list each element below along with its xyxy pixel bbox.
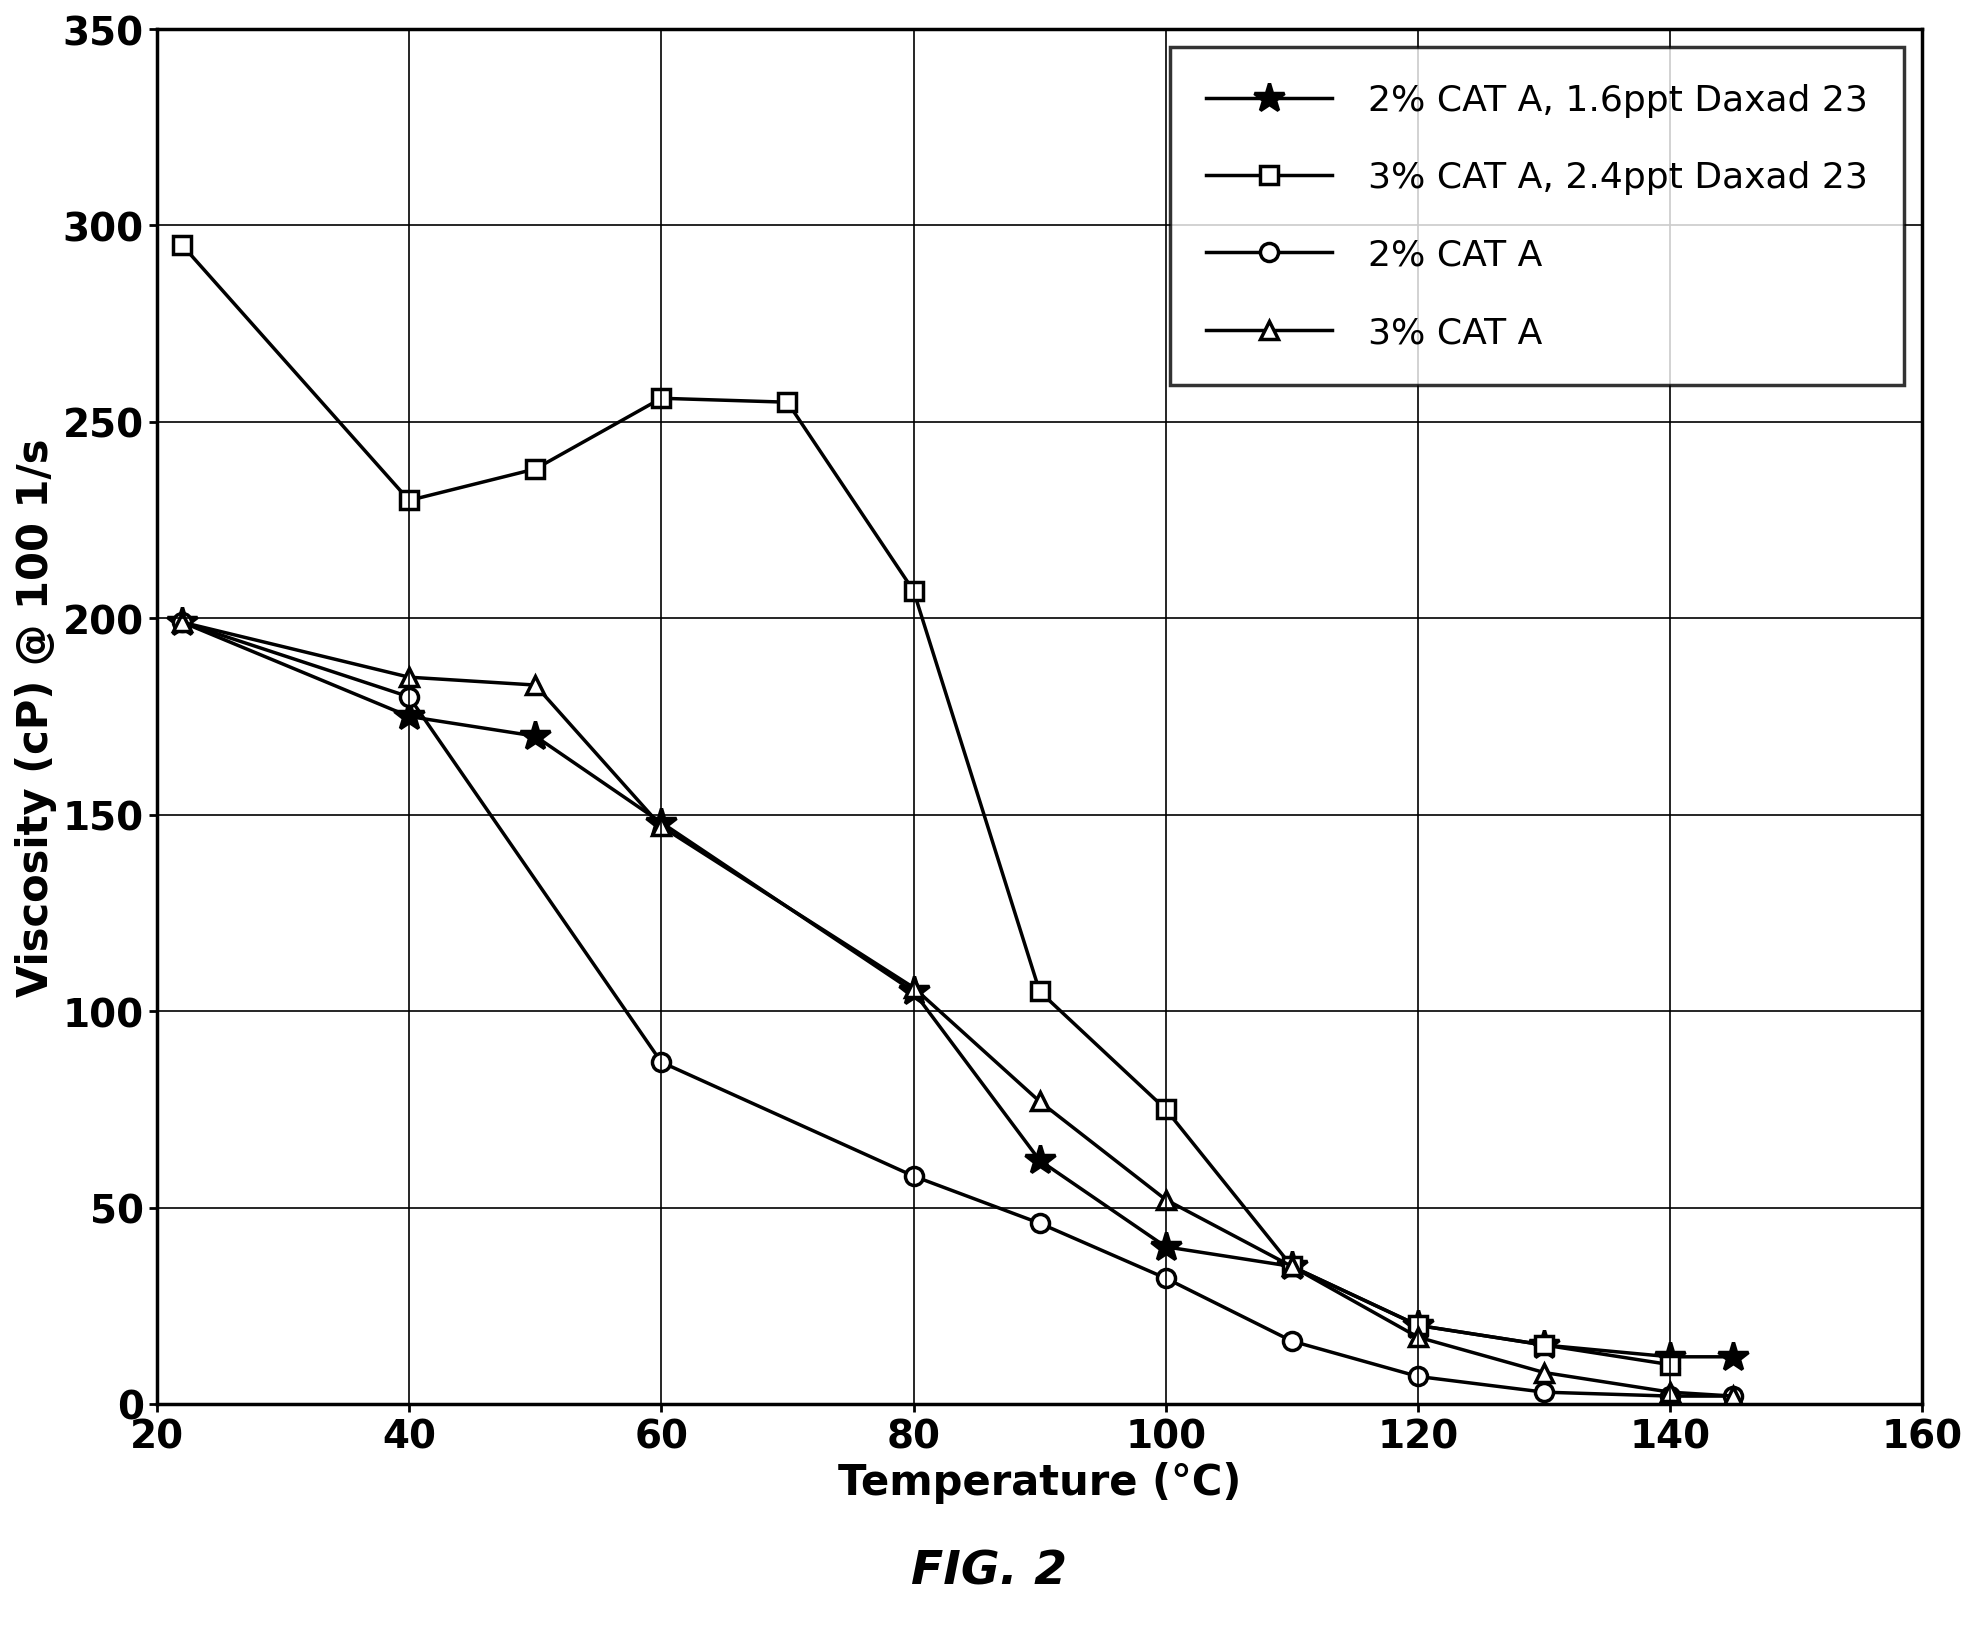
3% CAT A	[1280, 1257, 1304, 1276]
3% CAT A, 2.4ppt Daxad 23	[1029, 982, 1052, 1002]
3% CAT A, 2.4ppt Daxad 23	[170, 237, 194, 256]
2% CAT A, 1.6ppt Daxad 23	[1029, 1151, 1052, 1170]
3% CAT A, 2.4ppt Daxad 23	[1280, 1257, 1304, 1276]
2% CAT A	[1533, 1382, 1557, 1402]
2% CAT A, 1.6ppt Daxad 23	[170, 614, 194, 633]
2% CAT A, 1.6ppt Daxad 23	[902, 982, 926, 1002]
2% CAT A, 1.6ppt Daxad 23	[398, 707, 421, 726]
3% CAT A	[1721, 1387, 1745, 1407]
3% CAT A	[1533, 1363, 1557, 1382]
2% CAT A	[649, 1053, 673, 1072]
2% CAT A, 1.6ppt Daxad 23	[524, 726, 548, 746]
Text: FIG. 2: FIG. 2	[912, 1549, 1066, 1593]
X-axis label: Temperature (°C): Temperature (°C)	[839, 1461, 1242, 1503]
Line: 2% CAT A, 1.6ppt Daxad 23: 2% CAT A, 1.6ppt Daxad 23	[166, 607, 1749, 1373]
3% CAT A	[398, 667, 421, 687]
3% CAT A, 2.4ppt Daxad 23	[649, 390, 673, 410]
2% CAT A	[1280, 1332, 1304, 1351]
3% CAT A	[524, 676, 548, 695]
2% CAT A	[1658, 1387, 1681, 1407]
2% CAT A, 1.6ppt Daxad 23	[1658, 1346, 1681, 1366]
3% CAT A	[170, 614, 194, 633]
2% CAT A, 1.6ppt Daxad 23	[1153, 1237, 1177, 1257]
3% CAT A, 2.4ppt Daxad 23	[1533, 1335, 1557, 1355]
3% CAT A, 2.4ppt Daxad 23	[1406, 1315, 1430, 1335]
2% CAT A	[902, 1167, 926, 1186]
3% CAT A	[1658, 1382, 1681, 1402]
3% CAT A	[1029, 1092, 1052, 1111]
2% CAT A	[170, 614, 194, 633]
3% CAT A	[1406, 1327, 1430, 1346]
Line: 3% CAT A, 2.4ppt Daxad 23: 3% CAT A, 2.4ppt Daxad 23	[172, 237, 1679, 1374]
Line: 2% CAT A: 2% CAT A	[172, 614, 1743, 1405]
2% CAT A	[398, 687, 421, 707]
3% CAT A, 2.4ppt Daxad 23	[524, 460, 548, 480]
2% CAT A, 1.6ppt Daxad 23	[1721, 1346, 1745, 1366]
2% CAT A	[1406, 1368, 1430, 1387]
Y-axis label: Viscosity (cP) @ 100 1/s: Viscosity (cP) @ 100 1/s	[16, 437, 57, 996]
2% CAT A, 1.6ppt Daxad 23	[1280, 1257, 1304, 1276]
Line: 3% CAT A: 3% CAT A	[172, 614, 1743, 1405]
3% CAT A	[649, 818, 673, 837]
2% CAT A, 1.6ppt Daxad 23	[1406, 1315, 1430, 1335]
2% CAT A, 1.6ppt Daxad 23	[649, 813, 673, 832]
3% CAT A, 2.4ppt Daxad 23	[1153, 1100, 1177, 1120]
2% CAT A, 1.6ppt Daxad 23	[1533, 1335, 1557, 1355]
3% CAT A, 2.4ppt Daxad 23	[1658, 1355, 1681, 1374]
2% CAT A	[1721, 1387, 1745, 1407]
2% CAT A	[1153, 1268, 1177, 1288]
3% CAT A	[902, 978, 926, 997]
2% CAT A	[1029, 1214, 1052, 1234]
3% CAT A	[1153, 1190, 1177, 1209]
3% CAT A, 2.4ppt Daxad 23	[398, 491, 421, 511]
Legend: 2% CAT A, 1.6ppt Daxad 23, 3% CAT A, 2.4ppt Daxad 23, 2% CAT A, 3% CAT A: 2% CAT A, 1.6ppt Daxad 23, 3% CAT A, 2.4…	[1169, 47, 1905, 387]
3% CAT A, 2.4ppt Daxad 23	[902, 581, 926, 601]
3% CAT A, 2.4ppt Daxad 23	[775, 393, 799, 413]
